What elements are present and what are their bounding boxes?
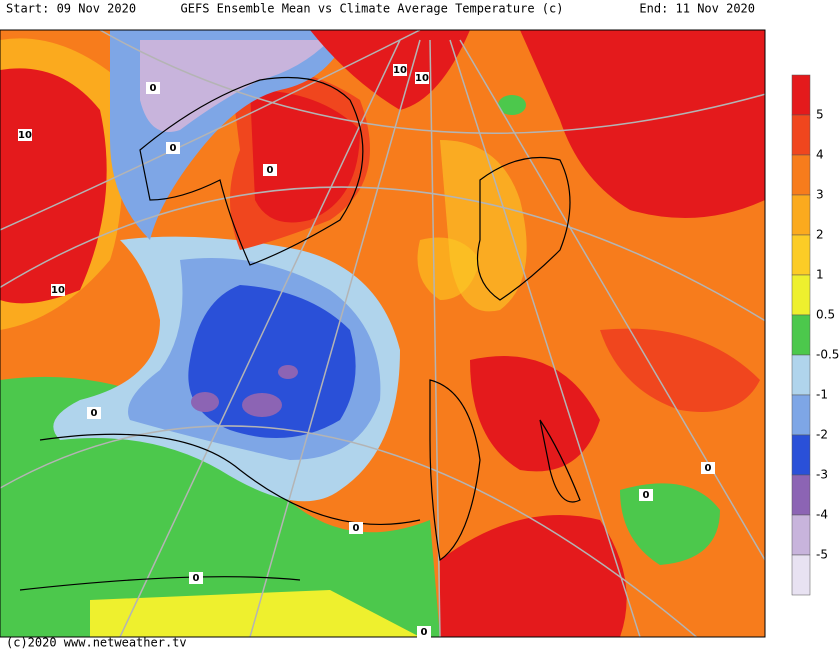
contour-label-bg bbox=[18, 129, 32, 141]
contour-label-bg bbox=[393, 64, 407, 76]
colorbar-swatch bbox=[791, 394, 811, 436]
footer: (c)2020 www.netweather.tv bbox=[6, 636, 187, 650]
map bbox=[0, 30, 765, 637]
contour-label: 0 bbox=[643, 490, 650, 501]
contour-label: 0 bbox=[150, 83, 157, 94]
colorbar-label: -4 bbox=[816, 508, 828, 522]
contour-label: 0 bbox=[421, 627, 428, 638]
colorbar-label: 2 bbox=[816, 228, 824, 242]
colorbar-label: -5 bbox=[816, 548, 828, 562]
contour-label: 0 bbox=[170, 143, 177, 154]
contour-label: 0 bbox=[267, 165, 274, 176]
colorbar-swatch bbox=[791, 314, 811, 356]
colorbar-label: -0.5 bbox=[816, 348, 839, 362]
colorbar-swatch bbox=[791, 354, 811, 396]
contour-label-bg bbox=[87, 407, 101, 419]
contour-label-bg bbox=[189, 572, 203, 584]
contour-label: 10 bbox=[51, 285, 65, 296]
colorbar-swatch bbox=[791, 234, 811, 276]
colorbar-swatch bbox=[791, 434, 811, 476]
contour-label-bg bbox=[51, 284, 65, 296]
contour-label: 0 bbox=[193, 573, 200, 584]
contour-label-bg bbox=[166, 142, 180, 154]
start-date: Start: 09 Nov 2020 bbox=[6, 2, 136, 16]
colorbar-swatch bbox=[791, 554, 811, 596]
contour-label: 10 bbox=[415, 73, 429, 84]
contour-label: 10 bbox=[393, 65, 407, 76]
map-title: GEFS Ensemble Mean vs Climate Average Te… bbox=[181, 2, 564, 16]
contour-label-bg bbox=[701, 462, 715, 474]
contour-label-bg bbox=[349, 522, 363, 534]
colorbar-label: -2 bbox=[816, 428, 828, 442]
colorbar-label: -3 bbox=[816, 468, 828, 482]
contour-label: 0 bbox=[705, 463, 712, 474]
contour-label: 10 bbox=[18, 130, 32, 141]
colorbar-label: -1 bbox=[816, 388, 828, 402]
contour-label-bg bbox=[146, 82, 160, 94]
colorbar-label: 4 bbox=[816, 148, 824, 162]
colorbar-swatch bbox=[791, 514, 811, 556]
end-date: End: 11 Nov 2020 bbox=[639, 2, 755, 16]
colorbar: 5 4 3 2 1 0.5 -0.5 -1 -2 -3 -4 -5 bbox=[791, 74, 839, 596]
map-frame bbox=[0, 29, 766, 638]
contour-label-bg bbox=[415, 72, 429, 84]
contour-label: 0 bbox=[353, 523, 360, 534]
colorbar-label: 1 bbox=[816, 268, 824, 282]
colorbar-swatch bbox=[791, 154, 811, 196]
colorbar-swatch bbox=[791, 194, 811, 236]
colorbar-swatch bbox=[791, 74, 811, 116]
contour-label-bg bbox=[263, 164, 277, 176]
contour-label: 0 bbox=[91, 408, 98, 419]
contour-label-bg bbox=[639, 489, 653, 501]
colorbar-swatch bbox=[791, 474, 811, 516]
colorbar-swatch bbox=[791, 274, 811, 316]
colorbar-label: 3 bbox=[816, 188, 824, 202]
contour-label-bg bbox=[417, 626, 431, 638]
colorbar-label: 0.5 bbox=[816, 308, 835, 322]
colorbar-swatch bbox=[791, 114, 811, 156]
colorbar-label: 5 bbox=[816, 108, 824, 122]
